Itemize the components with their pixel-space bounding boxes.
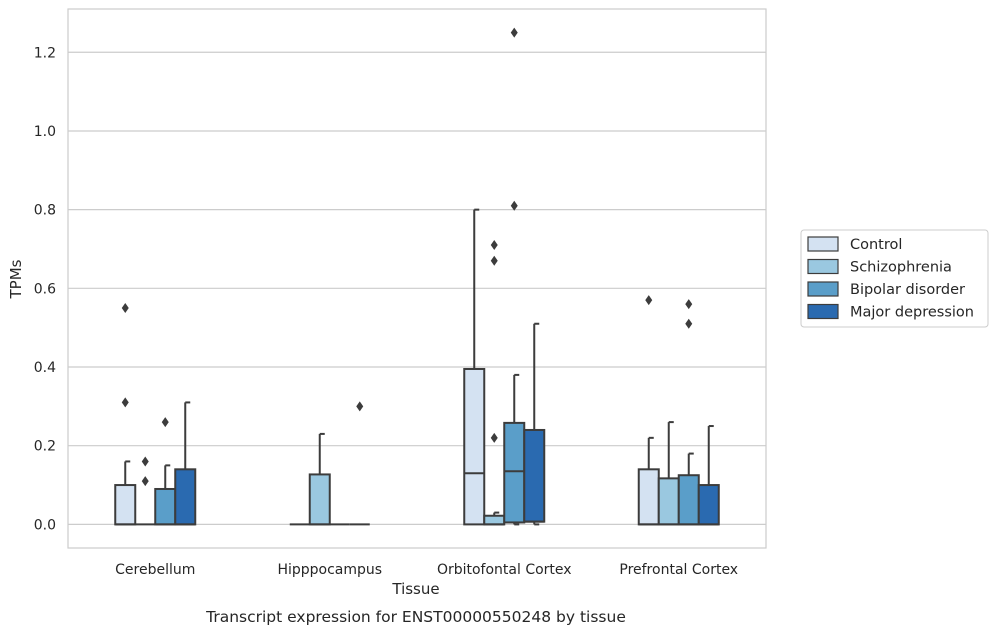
box-prefrontal-cortex-major-depression [697, 425, 720, 526]
x-tick-label-orbitofontal-cortex: Orbitofontal Cortex [437, 562, 572, 578]
y-tick-label: 0.4 [34, 360, 56, 376]
x-tick-label-cerebellum: Cerebellum [115, 562, 195, 578]
legend-item-major-depression: Major depression [807, 303, 974, 321]
outlier-point [141, 476, 149, 487]
outlier-point [141, 456, 149, 467]
box-cerebellum-control [114, 303, 137, 526]
box-body [677, 474, 700, 526]
legend-swatch [807, 236, 839, 252]
legend: Control Schizophrenia Bipolar disorder Majo… [800, 229, 989, 328]
box-orbitofontal-cortex-control [463, 208, 486, 526]
box-prefrontal-cortex-schizophrenia [657, 421, 680, 526]
legend-items: Control Schizophrenia Bipolar disorder Majo… [807, 236, 974, 321]
box-body [637, 468, 660, 526]
box-body [463, 367, 486, 526]
y-tick-label: 0.0 [34, 517, 56, 533]
outlier-point [121, 303, 129, 314]
series-major-depression [174, 322, 720, 526]
y-tick-label: 0.2 [34, 439, 56, 455]
box-body [657, 477, 680, 526]
box-body [503, 421, 526, 524]
outlier-point [510, 200, 518, 211]
legend-label: Bipolar disorder [850, 282, 965, 298]
plot-frame [67, 8, 767, 549]
y-axis-title: TPMs [7, 259, 25, 299]
legend-label: Control [850, 237, 902, 253]
legend-item-control: Control [807, 236, 902, 253]
series-bipolar-disorder [154, 27, 700, 526]
box-body [483, 514, 506, 526]
outlier-point [121, 397, 129, 408]
y-tick-label: 1.0 [34, 124, 56, 140]
outlier-point [490, 240, 498, 251]
outlier-point [490, 432, 498, 443]
box-body [308, 473, 331, 526]
box-hipppocampus-schizophrenia [308, 432, 331, 526]
box-orbitofontal-cortex-major-depression [523, 322, 546, 526]
y-tick-label: 0.8 [34, 203, 56, 219]
outlier-point [510, 27, 518, 38]
y-tick-label: 1.2 [34, 45, 56, 61]
series-control [114, 208, 660, 526]
x-tick-labels: Cerebellum Hipppocampus Orbitofontal Corte… [115, 562, 738, 578]
x-tick-label-prefrontal-cortex: Prefrontal Cortex [619, 562, 738, 578]
box-series [114, 27, 720, 526]
box-body [697, 484, 720, 526]
box-cerebellum-schizophrenia [135, 456, 156, 526]
x-axis-title: Tissue [391, 580, 439, 598]
series-schizophrenia [135, 240, 680, 526]
legend-item-schizophrenia: Schizophrenia [807, 258, 952, 276]
box-hipppocampus-major-depression [349, 401, 370, 526]
box-body [174, 468, 197, 526]
chart-caption: Transcript expression for ENST0000055024… [205, 608, 626, 626]
y-tick-labels: 0.0 0.2 0.4 0.6 0.8 1.0 1.2 [34, 45, 56, 533]
outlier-point [356, 401, 364, 412]
y-tick-label: 0.6 [34, 281, 56, 297]
box-orbitofontal-cortex-bipolar-disorder [503, 27, 526, 526]
legend-swatch [807, 258, 839, 275]
box-body [154, 487, 177, 526]
outlier-point [645, 295, 653, 306]
legend-label: Major depression [850, 305, 974, 321]
legend-label: Schizophrenia [850, 260, 952, 276]
box-body [114, 484, 137, 526]
plot-area [68, 9, 766, 548]
outlier-point [161, 417, 169, 428]
legend-swatch [807, 303, 839, 320]
legend-frame [800, 229, 989, 328]
box-body [523, 428, 546, 523]
box-cerebellum-major-depression [174, 401, 197, 526]
legend-item-bipolar-disorder: Bipolar disorder [807, 281, 965, 298]
outlier-point [490, 255, 498, 266]
legend-swatch [807, 281, 839, 297]
box-orbitofontal-cortex-schizophrenia [483, 240, 506, 526]
x-tick-label-hipppocampus: Hipppocampus [277, 562, 382, 578]
outlier-point [685, 318, 693, 329]
outlier-point [685, 299, 693, 310]
box-prefrontal-cortex-control [637, 295, 660, 526]
